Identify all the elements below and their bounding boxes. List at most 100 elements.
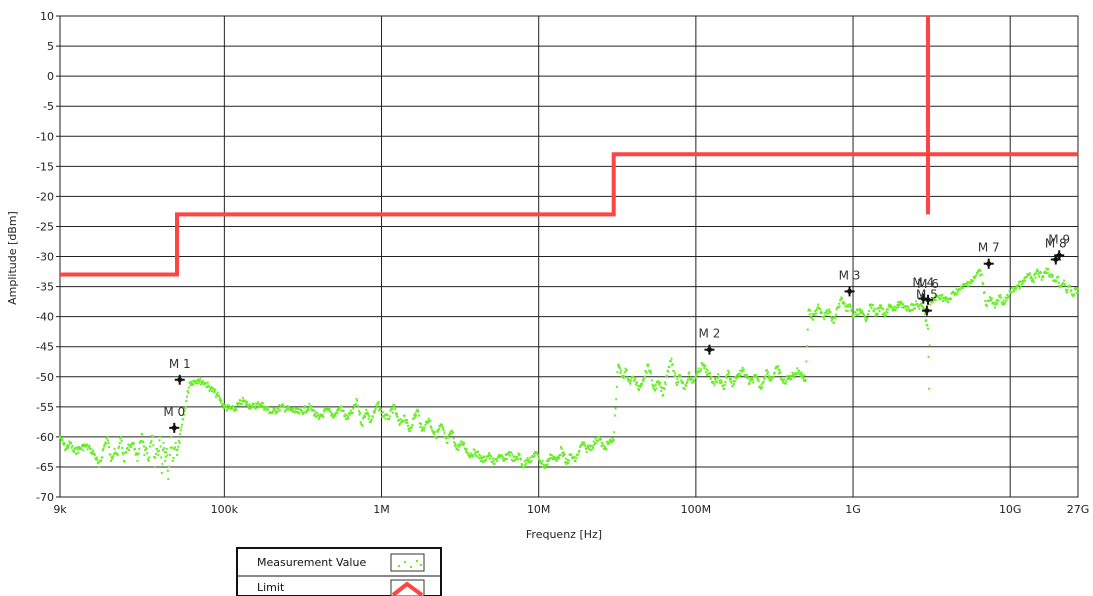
- measurement-point: [926, 324, 929, 327]
- measurement-point: [810, 316, 813, 319]
- measurement-point: [60, 438, 63, 441]
- measurement-point: [351, 411, 354, 414]
- measurement-point: [130, 445, 133, 448]
- measurement-point: [1010, 291, 1013, 294]
- measurement-point: [76, 448, 79, 451]
- measurement-point: [725, 376, 728, 379]
- measurement-point: [333, 412, 336, 415]
- measurement-point: [751, 378, 754, 381]
- measurement-point: [229, 405, 232, 408]
- measurement-point: [715, 381, 718, 384]
- measurement-point: [615, 385, 618, 388]
- measurement-point: [970, 280, 973, 283]
- measurement-point: [960, 285, 963, 288]
- measurement-point: [373, 409, 376, 412]
- measurement-point: [696, 371, 699, 374]
- measurement-point: [806, 328, 809, 331]
- measurement-point: [916, 303, 919, 306]
- measurement-point: [464, 450, 467, 453]
- measurement-point: [280, 405, 283, 408]
- measurement-point: [671, 363, 674, 366]
- measurement-point: [322, 416, 325, 419]
- measurement-point: [1015, 288, 1018, 291]
- measurement-point: [1034, 276, 1037, 279]
- measurement-point: [257, 401, 260, 404]
- measurement-point: [216, 393, 219, 396]
- measurement-point: [197, 378, 200, 381]
- measurement-point: [407, 424, 410, 427]
- measurement-point: [164, 459, 167, 462]
- measurement-point: [717, 373, 720, 376]
- measurement-point: [882, 313, 885, 316]
- measurement-point: [475, 455, 478, 458]
- y-ticks: 10 5 0 -5 -10 -15 -20 -25 -30 -35 -40 -45 -50 -55 -60 -…: [36, 10, 60, 504]
- measurement-point: [998, 296, 1001, 299]
- measurement-point: [550, 457, 553, 460]
- measurement-point: [103, 445, 106, 448]
- y-tick-label: 10: [40, 10, 54, 23]
- measurement-point: [423, 429, 426, 432]
- measurement-point: [998, 294, 1001, 297]
- measurement-point: [306, 408, 309, 411]
- measurement-point: [567, 462, 570, 465]
- measurement-point: [574, 460, 577, 463]
- measurement-point: [156, 448, 159, 451]
- measurement-point: [317, 417, 320, 420]
- measurement-point: [677, 375, 680, 378]
- legend: Measurement Value Limit: [236, 547, 442, 596]
- measurement-point: [537, 454, 540, 457]
- measurement-point: [867, 313, 870, 316]
- measurement-point: [65, 445, 68, 448]
- measurement-point: [228, 407, 231, 410]
- measurement-point: [641, 378, 644, 381]
- measurement-point: [591, 444, 594, 447]
- measurement-point: [483, 455, 486, 458]
- measurement-point: [710, 376, 713, 379]
- measurement-point: [865, 318, 868, 321]
- measurement-point: [859, 311, 862, 314]
- measurement-point: [334, 414, 337, 417]
- measurement-point: [109, 453, 112, 456]
- measurement-point: [1072, 295, 1075, 298]
- measurement-point: [766, 371, 769, 374]
- measurement-point: [577, 453, 580, 456]
- measurement-point: [283, 405, 286, 408]
- measurement-point: [375, 404, 378, 407]
- measurement-point: [87, 446, 90, 449]
- measurement-point: [779, 372, 782, 375]
- legend-line-limit: [391, 581, 424, 596]
- measurement-point: [865, 320, 868, 323]
- measurement-point: [819, 311, 822, 314]
- legend-dot: [416, 560, 418, 562]
- measurement-point: [972, 275, 975, 278]
- measurement-point: [349, 409, 352, 412]
- measurement-point: [75, 452, 78, 455]
- measurement-point: [754, 373, 757, 376]
- measurement-point: [119, 437, 122, 440]
- measurement-point: [302, 411, 305, 414]
- measurement-point: [701, 364, 704, 367]
- measurement-point: [796, 367, 799, 370]
- measurement-point: [556, 458, 559, 461]
- measurement-point: [704, 365, 707, 368]
- measurement-point: [730, 381, 733, 384]
- measurement-point: [471, 453, 474, 456]
- measurement-point: [941, 293, 944, 296]
- measurement-point: [693, 380, 696, 383]
- measurement-point: [396, 416, 399, 419]
- measurement-point: [541, 459, 544, 462]
- measurement-point: [442, 427, 445, 430]
- measurement-point: [580, 443, 583, 446]
- measurement-point: [127, 443, 130, 446]
- measurement-point: [305, 410, 308, 413]
- measurement-point: [485, 458, 488, 461]
- measurement-point: [825, 310, 828, 313]
- measurement-point: [995, 298, 998, 301]
- measurement-point: [785, 380, 788, 383]
- measurement-point: [322, 409, 325, 412]
- measurement-point: [551, 458, 554, 461]
- measurement-point: [397, 418, 400, 421]
- measurement-point: [118, 445, 121, 448]
- measurement-point: [752, 381, 755, 384]
- measurement-point: [643, 375, 646, 378]
